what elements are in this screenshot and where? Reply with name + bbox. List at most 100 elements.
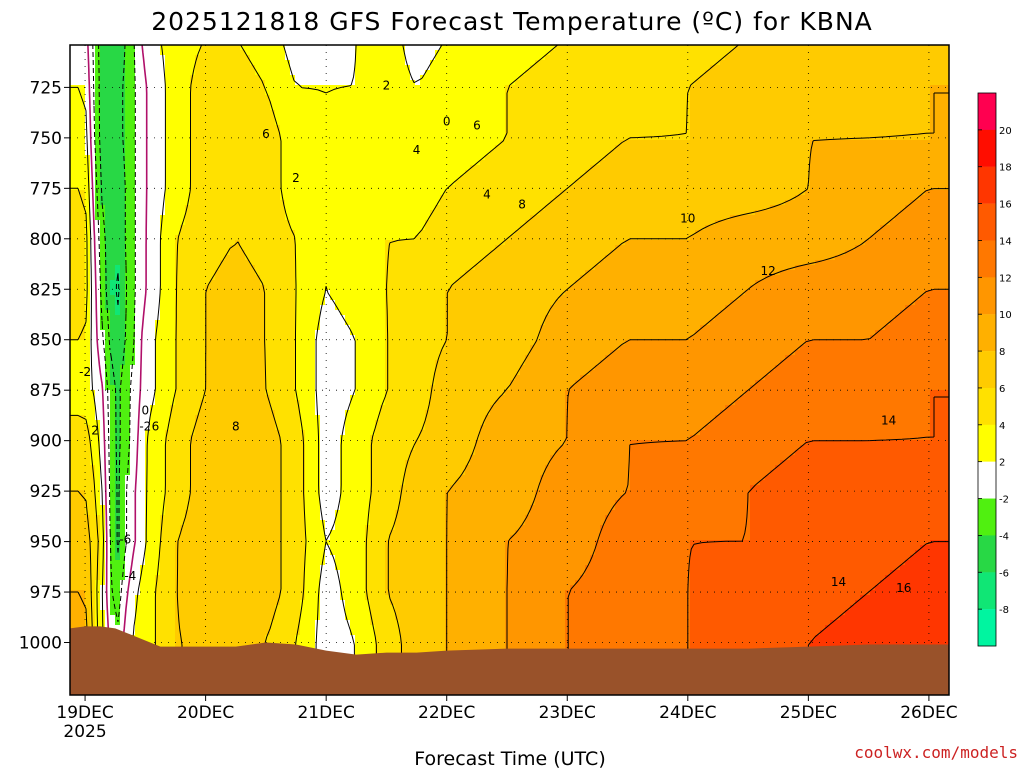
temp-cell — [680, 90, 686, 96]
temp-cell — [655, 115, 661, 121]
temp-cell — [330, 120, 336, 126]
temp-cell — [290, 150, 296, 156]
temp-cell — [115, 85, 121, 91]
temp-cell — [805, 70, 811, 76]
temp-cell — [660, 125, 666, 131]
temp-cell — [230, 135, 236, 141]
temp-cell — [525, 105, 531, 111]
temp-cell — [235, 75, 241, 81]
temp-cell — [390, 185, 396, 191]
temp-cell — [750, 105, 756, 111]
temp-cell — [490, 75, 496, 81]
temp-cell — [745, 50, 751, 56]
temp-cell — [160, 45, 166, 51]
temp-cell — [135, 140, 141, 146]
temp-cell — [305, 75, 311, 81]
temp-cell — [160, 70, 166, 76]
temp-cell — [245, 90, 251, 96]
temp-cell — [345, 165, 351, 171]
temp-cell — [410, 65, 416, 71]
temp-cell — [580, 140, 586, 146]
temp-cell — [560, 130, 566, 136]
temp-cell — [830, 90, 836, 96]
temp-cell — [415, 150, 421, 156]
temp-cell — [120, 65, 126, 71]
temp-cell — [390, 125, 396, 131]
temp-cell — [95, 120, 101, 126]
temp-cell — [665, 75, 671, 81]
temp-cell — [145, 70, 151, 76]
temp-cell — [745, 105, 751, 111]
temp-cell — [115, 185, 121, 191]
temp-cell — [870, 175, 876, 181]
temp-cell — [860, 155, 866, 161]
temp-cell — [500, 145, 506, 151]
temp-cell — [295, 125, 301, 131]
temp-cell — [470, 80, 476, 86]
temp-cell — [660, 140, 666, 146]
temp-cell — [820, 50, 826, 56]
temp-cell — [695, 150, 701, 156]
temp-cell — [870, 155, 876, 161]
temp-cell — [685, 115, 691, 121]
temp-cell — [245, 185, 251, 191]
temp-cell — [380, 145, 386, 151]
temp-cell — [520, 175, 526, 181]
temp-cell — [575, 120, 581, 126]
temp-cell — [650, 145, 656, 151]
temp-cell — [385, 50, 391, 56]
temp-cell — [795, 155, 801, 161]
temp-cell — [220, 110, 226, 116]
temp-cell — [145, 65, 151, 71]
temp-cell — [205, 60, 211, 66]
temp-cell — [235, 100, 241, 106]
temp-cell — [625, 155, 631, 161]
temp-cell — [775, 175, 781, 181]
temp-cell — [670, 145, 676, 151]
temp-cell — [790, 90, 796, 96]
temp-cell — [455, 60, 461, 66]
temp-cell — [870, 95, 876, 101]
temp-cell — [560, 45, 566, 51]
temp-cell — [840, 115, 846, 121]
temp-cell — [170, 140, 176, 146]
temp-cell — [570, 45, 576, 51]
temp-cell — [120, 95, 126, 101]
temp-cell — [535, 160, 541, 166]
temp-cell — [570, 180, 576, 186]
temp-cell — [550, 135, 556, 141]
temp-cell — [730, 65, 736, 71]
temp-cell — [620, 170, 626, 176]
temp-cell — [920, 160, 926, 166]
temp-cell — [365, 80, 371, 86]
temp-cell — [940, 180, 946, 186]
temp-cell — [520, 80, 526, 86]
temp-cell — [150, 135, 156, 141]
temp-cell — [145, 140, 151, 146]
temp-cell — [665, 165, 671, 171]
temp-cell — [830, 75, 836, 81]
temp-cell — [840, 150, 846, 156]
temp-cell — [565, 160, 571, 166]
temp-cell — [225, 55, 231, 61]
temp-cell — [530, 155, 536, 161]
temp-cell — [760, 90, 766, 96]
temp-cell — [725, 85, 731, 91]
temp-cell — [565, 105, 571, 111]
temp-cell — [515, 160, 521, 166]
temp-cell — [175, 135, 181, 141]
temp-cell — [885, 55, 891, 61]
temp-cell — [80, 155, 86, 161]
temp-cell — [710, 45, 716, 51]
temp-cell — [535, 110, 541, 116]
temp-cell — [110, 115, 116, 121]
temp-cell — [550, 55, 556, 61]
temp-cell — [455, 180, 461, 186]
temp-cell — [250, 70, 256, 76]
temp-cell — [460, 145, 466, 151]
temp-cell — [640, 140, 646, 146]
temp-cell — [345, 150, 351, 156]
temp-cell — [605, 70, 611, 76]
temp-cell — [460, 155, 466, 161]
temp-cell — [715, 130, 721, 136]
